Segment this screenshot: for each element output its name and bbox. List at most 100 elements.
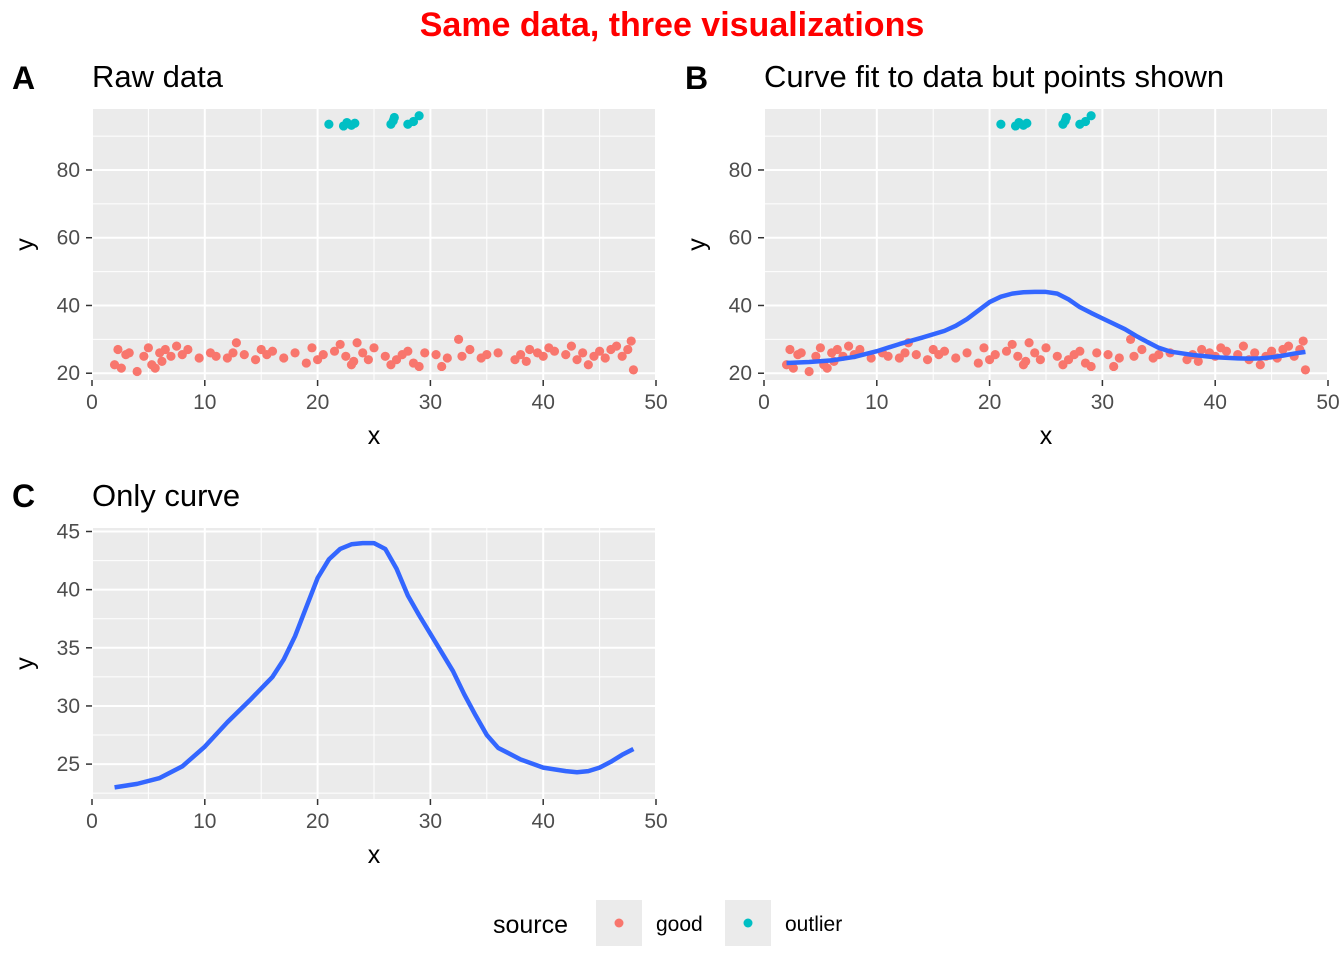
data-point-good (1114, 353, 1124, 363)
data-point-good (160, 344, 170, 355)
data-point-good (431, 349, 441, 360)
data-point-good (211, 351, 221, 361)
y-tick-label: 25 (57, 753, 80, 776)
x-tick-label: 40 (1204, 391, 1227, 414)
data-point-good (228, 348, 238, 358)
data-point-good (1109, 361, 1119, 372)
y-axis-title: y (683, 238, 711, 251)
data-point-good (465, 344, 475, 355)
y-tick-label: 60 (729, 227, 752, 250)
data-point-good (380, 351, 390, 361)
data-point-good (1238, 341, 1248, 351)
x-tick-label: 20 (306, 810, 329, 833)
data-point-good (457, 351, 467, 361)
x-tick-label: 40 (532, 810, 555, 833)
y-tick-label: 60 (57, 227, 80, 250)
data-point-good (866, 353, 876, 363)
data-point-good (788, 363, 798, 373)
series-outlier (996, 111, 1096, 131)
data-point-good (349, 356, 359, 366)
data-point-good (900, 348, 910, 358)
data-point-good (572, 355, 582, 365)
data-point-good (194, 353, 204, 363)
data-point-good (1255, 360, 1265, 370)
data-point-good (301, 358, 311, 368)
data-point-outlier (324, 119, 334, 129)
panel-title: Curve fit to data but points shown (764, 59, 1224, 94)
data-point-good (329, 346, 340, 356)
x-tick-label: 0 (86, 391, 98, 414)
data-point-good (623, 344, 633, 355)
data-point-good (1052, 351, 1062, 361)
x-tick-label: 50 (644, 810, 667, 833)
data-point-good (403, 346, 413, 356)
data-point-outlier (408, 116, 419, 127)
data-point-good (911, 349, 921, 360)
data-point-good (150, 363, 160, 373)
data-point-outlier (350, 118, 360, 128)
data-point-good (1001, 346, 1012, 356)
data-point-good (1075, 346, 1085, 356)
data-point-good (157, 356, 167, 366)
legend-label-outlier: outlier (785, 913, 842, 936)
data-point-good (239, 349, 249, 360)
x-tick-label: 30 (1091, 391, 1114, 414)
y-tick-label: 40 (57, 579, 80, 602)
data-point-good (231, 338, 241, 348)
data-point-good (811, 351, 821, 361)
data-point-good (437, 361, 447, 372)
data-point-good (267, 346, 278, 356)
series-good (781, 334, 1311, 377)
data-point-good (363, 355, 373, 365)
data-point-outlier (1080, 116, 1091, 127)
data-point-good (1035, 355, 1045, 365)
y-axis-title: y (11, 238, 39, 251)
y-tick-label: 80 (57, 159, 80, 182)
y-tick-label: 30 (57, 695, 80, 718)
data-point-good (521, 356, 531, 366)
data-point-good (822, 363, 832, 373)
x-tick-label: 30 (419, 391, 442, 414)
data-point-good (578, 348, 588, 358)
legend: source good outlier (493, 900, 842, 946)
x-axis-title: x (1040, 422, 1053, 450)
data-point-good (318, 349, 328, 360)
panel-title: Raw data (92, 59, 224, 94)
x-tick-label: 20 (306, 391, 329, 414)
data-point-good (420, 348, 430, 358)
data-point-good (628, 365, 639, 375)
data-point-good (113, 344, 123, 355)
data-point-good (369, 343, 379, 353)
data-point-good (600, 353, 610, 363)
data-point-good (1283, 341, 1294, 351)
data-point-good (611, 341, 622, 351)
data-point-good (1193, 356, 1203, 366)
data-point-good (626, 336, 636, 346)
figure-title: Same data, three visualizations (420, 6, 925, 44)
data-point-good (1030, 348, 1040, 358)
data-point-good (561, 349, 571, 360)
data-point-good (785, 344, 795, 355)
data-point-good (482, 349, 492, 360)
data-point-good (352, 338, 362, 348)
data-point-good (979, 343, 989, 353)
x-tick-label: 10 (193, 810, 216, 833)
data-point-good (1092, 348, 1102, 358)
data-point-good (442, 353, 452, 363)
data-point-good (279, 353, 289, 363)
data-point-good (796, 348, 806, 358)
legend-title: source (493, 911, 568, 939)
data-point-good (250, 355, 261, 365)
data-point-good (1197, 344, 1207, 355)
data-point-good (1021, 356, 1031, 366)
x-tick-label: 0 (758, 391, 770, 414)
data-point-good (290, 348, 300, 358)
data-point-good (493, 348, 503, 358)
data-point-good (922, 355, 933, 365)
series-outlier (324, 111, 424, 131)
x-tick-label: 10 (865, 391, 888, 414)
data-point-outlier (996, 119, 1006, 129)
panel-a: A Raw data 0 10 20 30 40 50 20 40 60 80 x y (11, 59, 668, 450)
legend-label-good: good (656, 913, 703, 936)
